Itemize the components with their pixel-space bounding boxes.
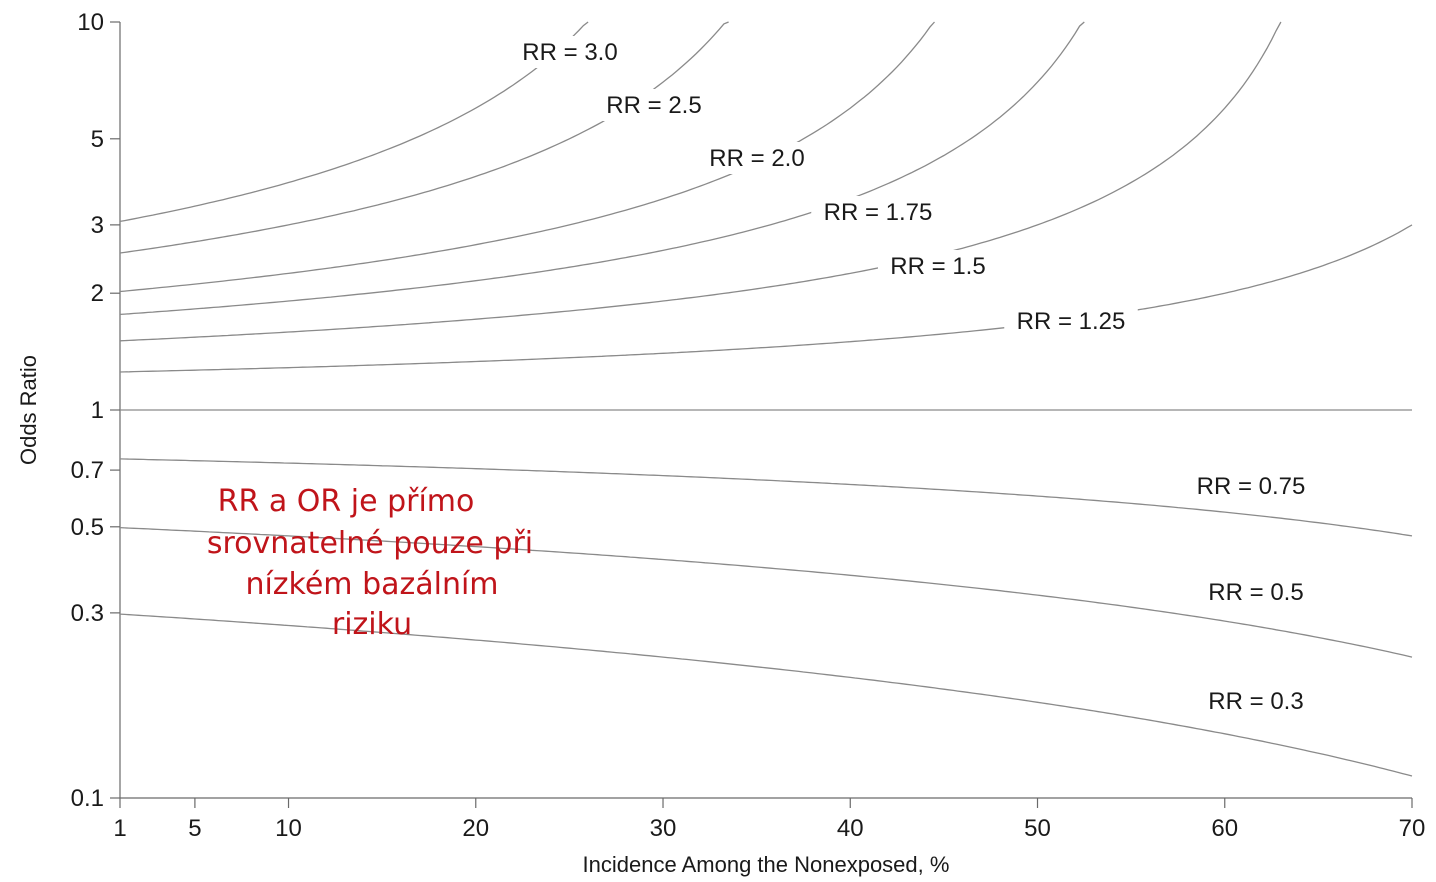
x-tick-label: 10	[275, 815, 302, 842]
curve-label: RR = 3.0	[522, 39, 617, 66]
x-tick-label: 30	[650, 815, 677, 842]
curve-labels: RR = 3.0 RR = 2.5 RR = 2.0 RR = 1.75 RR = 1.…	[510, 36, 1318, 717]
curve-label-bg	[510, 36, 630, 68]
curve-label-bg	[594, 89, 714, 121]
curve-label: RR = 1.5	[890, 253, 985, 280]
curve-label: RR = 0.3	[1208, 688, 1303, 715]
curve-label-bg	[1004, 305, 1138, 337]
y-tick-label: 2	[91, 280, 104, 307]
curve-rr-0-3	[119, 613, 1413, 777]
annotation-line-4: riziku	[332, 607, 412, 642]
y-tick-label: 1	[91, 397, 104, 424]
curve-rr-3-0	[119, 21, 589, 223]
curve-rr-2-0	[119, 21, 935, 293]
y-tick-label: 0.5	[71, 514, 104, 541]
curve-rr-0-5	[119, 526, 1413, 658]
y-tick-label: 0.3	[71, 600, 104, 627]
y-tick-label: 0.7	[71, 457, 104, 484]
curve-label: RR = 1.75	[824, 199, 933, 226]
y-tick-label: 0.1	[71, 785, 104, 812]
y-tick-label: 5	[91, 126, 104, 153]
x-tick-label: 5	[188, 815, 201, 842]
x-tick-label: 20	[462, 815, 489, 842]
x-axis-title: Incidence Among the Nonexposed, %	[583, 852, 950, 877]
curve-label-bg	[1196, 685, 1316, 717]
x-tick-label: 50	[1024, 815, 1051, 842]
y-tick-label: 10	[77, 9, 104, 36]
curve-label: RR = 2.5	[606, 92, 701, 119]
curve-label-bg	[1196, 576, 1316, 608]
annotation-line-2: srovnatelné pouze při	[207, 526, 533, 561]
curve-rr-1-75	[119, 21, 1085, 316]
x-tick-label: 40	[837, 815, 864, 842]
curve-label-bg	[697, 142, 817, 174]
x-tick-label: 70	[1399, 815, 1426, 842]
curve-label: RR = 2.0	[709, 145, 804, 172]
curve-rr-1-25	[119, 224, 1413, 373]
curve-label-bg	[878, 250, 998, 282]
curve-rr-1-5	[119, 21, 1282, 342]
curve-label-bg	[811, 196, 945, 228]
y-axis-title: Odds Ratio	[16, 355, 41, 465]
annotation-note: RR a OR je přímo srovnatelné pouze při n…	[207, 484, 533, 642]
curve-label: RR = 1.25	[1017, 308, 1126, 335]
x-tick-label: 60	[1211, 815, 1238, 842]
curve-rr-0-75	[119, 458, 1413, 537]
curve-label-bg	[1184, 470, 1318, 502]
curve-label: RR = 0.75	[1197, 473, 1306, 500]
curves	[119, 21, 1413, 777]
annotation-line-1: RR a OR je přímo	[218, 484, 475, 519]
annotation-line-3: nízkém bazálním	[245, 567, 498, 602]
curve-label: RR = 0.5	[1208, 579, 1303, 606]
curve-rr-2-5	[119, 21, 729, 254]
y-tick-label: 3	[91, 212, 104, 239]
x-tick-label: 1	[113, 815, 126, 842]
